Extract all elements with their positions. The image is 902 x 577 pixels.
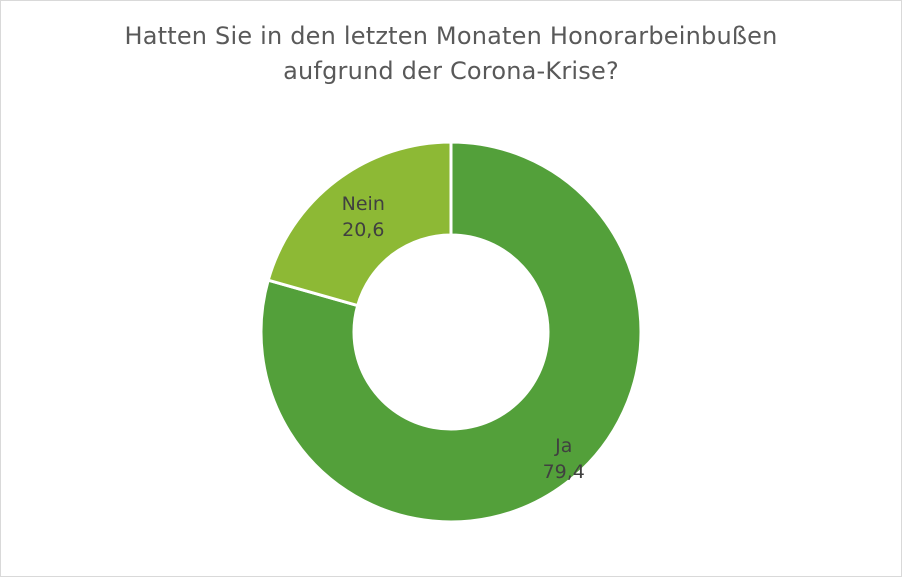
data-label-nein-name: Nein xyxy=(342,193,385,215)
chart-title-line-1: Hatten Sie in den letzten Monaten Honora… xyxy=(124,22,778,50)
data-label-ja-name: Ja xyxy=(554,435,572,457)
donut-slice-nein xyxy=(266,140,453,308)
chart-title-line-2: aufgrund der Corona-Krise? xyxy=(283,57,619,85)
data-label-ja-value: 79,4 xyxy=(543,461,585,483)
data-label-nein-value: 20,6 xyxy=(342,219,384,241)
donut-slice-ja xyxy=(259,140,643,524)
chart-title: Hatten Sie in den letzten Monaten Honora… xyxy=(1,19,901,89)
